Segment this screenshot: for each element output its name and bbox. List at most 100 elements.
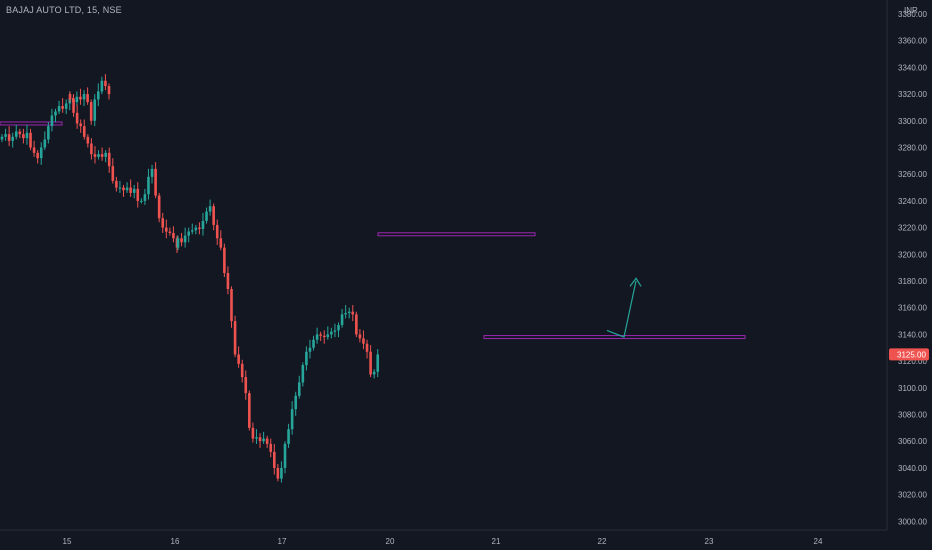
candle-body [82, 126, 86, 137]
projection-path [606, 280, 637, 338]
candle-body [194, 227, 198, 231]
candle-body [147, 176, 150, 195]
price-tick-label: 3280.00 [898, 144, 927, 153]
candle-body [326, 334, 330, 338]
candle-body [22, 134, 25, 139]
last-price-tag: 3125.00 [889, 348, 929, 361]
candle-body [25, 132, 29, 139]
price-tick-label: 3000.00 [898, 517, 927, 526]
candle-body [330, 331, 333, 335]
candle-body [355, 314, 358, 335]
candle-body [305, 351, 308, 366]
candle-body [351, 311, 355, 315]
candle-body [100, 80, 104, 92]
candle-body [223, 247, 226, 273]
candle-body [97, 154, 100, 157]
candle-body [248, 393, 251, 428]
price-tick-label: 3300.00 [898, 117, 927, 126]
price-tick-label: 3120.00 [898, 357, 927, 366]
price-tick-label: 3220.00 [898, 224, 927, 233]
candle-body [61, 106, 64, 109]
candle-body [190, 230, 194, 232]
candle-body [36, 152, 39, 159]
candle-body [312, 339, 315, 348]
candle-body [29, 132, 32, 148]
candle-body [157, 195, 161, 219]
time-tick-label: 24 [814, 537, 823, 546]
time-tick-label: 17 [278, 537, 287, 546]
time-axis[interactable]: 15 16 17 20 21 22 23 24 [63, 537, 823, 546]
candle-body [333, 330, 337, 332]
candle-body [54, 111, 57, 116]
candle-body [176, 238, 180, 248]
candle-body [75, 96, 79, 103]
candle-body [47, 126, 50, 140]
candle-body [315, 334, 319, 340]
time-tick-label: 20 [386, 537, 395, 546]
candle-body [172, 232, 175, 239]
candle-body [283, 443, 287, 455]
candle-body [180, 238, 183, 243]
candle-body [115, 180, 118, 188]
candle-body [122, 187, 125, 191]
candle-body [104, 80, 107, 87]
time-tick-label: 16 [171, 537, 180, 546]
candle-body [165, 227, 168, 232]
horizontal-levels [0, 121, 746, 340]
candle-body [79, 123, 82, 127]
candle-body [100, 154, 104, 157]
candle-body [129, 187, 132, 193]
candle-body [233, 321, 237, 355]
price-axis[interactable]: 3000.00 3020.00 3040.00 3060.00 3080.00 3100.… [898, 10, 927, 526]
candle-body [269, 443, 273, 452]
projection-arrow [606, 277, 642, 338]
price-tick-label: 3080.00 [898, 411, 927, 420]
candle-body [86, 94, 89, 103]
candle-body [365, 343, 369, 352]
candle-body [43, 139, 47, 148]
price-tick-label: 3040.00 [898, 464, 927, 473]
candle-body [240, 363, 244, 378]
candle-body [111, 166, 115, 181]
support-resistance-line [483, 335, 746, 340]
candle-body [97, 91, 100, 100]
candle-body [168, 231, 172, 233]
candle-body [251, 427, 255, 439]
support-resistance-line [0, 121, 63, 126]
price-tick-label: 3060.00 [898, 437, 927, 446]
candle-body [283, 454, 287, 468]
candle-body [280, 467, 283, 479]
price-tick-label: 3240.00 [898, 197, 927, 206]
time-tick-label: 23 [705, 537, 714, 546]
candle-body [372, 371, 376, 375]
candle-body [50, 115, 54, 127]
candle-body [82, 94, 86, 100]
candle-body [226, 272, 230, 290]
candle-body [273, 451, 276, 468]
candle-body [93, 99, 97, 121]
price-tick-label: 3020.00 [898, 491, 927, 500]
candle-body [290, 409, 294, 430]
candle-body [154, 168, 157, 196]
price-tick-label: 3140.00 [898, 330, 927, 339]
candle-body [308, 347, 312, 352]
time-tick-label: 22 [598, 537, 607, 546]
candle-body [104, 152, 107, 157]
candle-body [64, 103, 68, 109]
candle-body [90, 143, 93, 155]
candle-body [230, 289, 233, 322]
candle-body [11, 136, 14, 141]
price-tick-label: 3180.00 [898, 277, 927, 286]
candle-body [294, 395, 297, 410]
candle-body [244, 377, 248, 394]
candle-body [287, 429, 290, 444]
candle-body [301, 365, 305, 383]
symbol-title: BAJAJ AUTO LTD, 15, NSE [6, 5, 122, 15]
candle-body [4, 134, 7, 137]
last-price-tag-label: 3125.00 [897, 350, 926, 359]
candle-body [322, 335, 326, 338]
candle-body [347, 311, 351, 314]
candle-body [319, 334, 322, 336]
